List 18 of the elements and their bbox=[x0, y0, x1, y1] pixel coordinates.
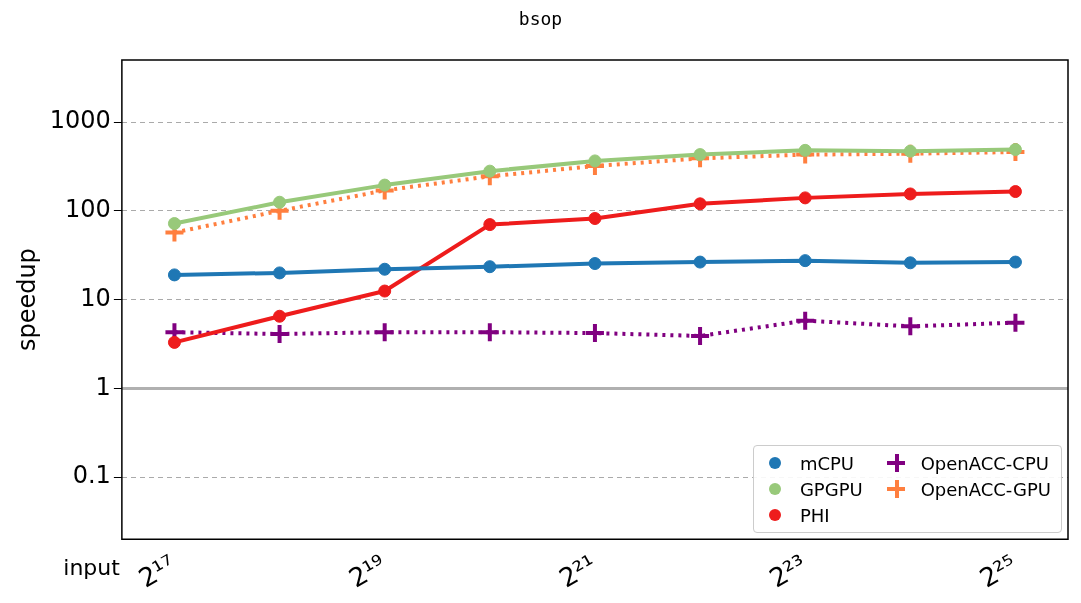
x-tick-label: 2²¹ bbox=[553, 548, 602, 594]
legend-label: OpenACC-CPU bbox=[920, 452, 1049, 474]
y-tick-label: 100 bbox=[65, 195, 111, 224]
y-tick-label: 0.1 bbox=[72, 461, 111, 490]
chart-title: bsop bbox=[517, 8, 564, 29]
y-tick-label: 1 bbox=[95, 372, 111, 401]
x-axis-title: input bbox=[63, 555, 121, 580]
x-tick-label: 2¹⁹ bbox=[343, 548, 392, 594]
y-tick-label: 1000 bbox=[49, 106, 111, 135]
y-axis-title: speedup bbox=[12, 248, 41, 352]
y-tick-label: 10 bbox=[80, 283, 111, 312]
legend-label: OpenACC-GPU bbox=[920, 478, 1051, 500]
legend-label: PHI bbox=[799, 504, 830, 526]
x-tick-label: 2²⁵ bbox=[974, 548, 1022, 594]
x-tick-label: 2¹⁷ bbox=[133, 548, 181, 594]
legend-label: mCPU bbox=[799, 452, 855, 474]
legend-label: GPGPU bbox=[799, 478, 863, 500]
x-tick-label: 2²³ bbox=[764, 548, 812, 594]
